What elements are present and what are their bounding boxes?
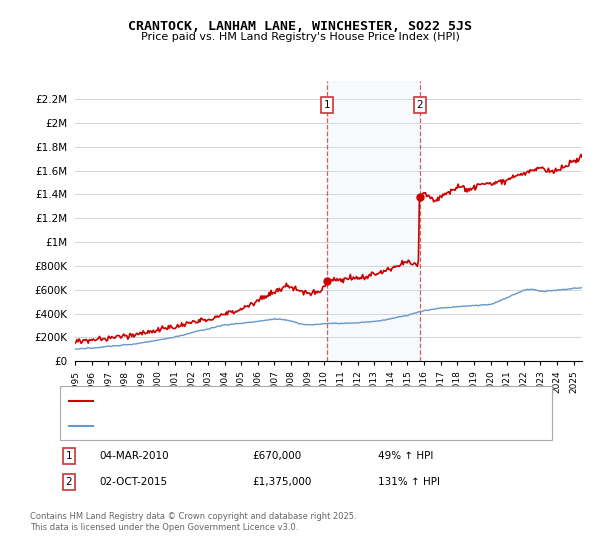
Text: 02-OCT-2015: 02-OCT-2015 [99, 477, 167, 487]
Text: HPI: Average price, detached house, Winchester: HPI: Average price, detached house, Winc… [96, 421, 332, 431]
Text: 131% ↑ HPI: 131% ↑ HPI [378, 477, 440, 487]
Text: 1: 1 [65, 451, 73, 461]
Text: £1,375,000: £1,375,000 [252, 477, 311, 487]
Text: 49% ↑ HPI: 49% ↑ HPI [378, 451, 433, 461]
Text: Price paid vs. HM Land Registry's House Price Index (HPI): Price paid vs. HM Land Registry's House … [140, 32, 460, 43]
Text: 04-MAR-2010: 04-MAR-2010 [99, 451, 169, 461]
Text: 2: 2 [65, 477, 73, 487]
Text: Contains HM Land Registry data © Crown copyright and database right 2025.
This d: Contains HM Land Registry data © Crown c… [30, 512, 356, 532]
Text: 2: 2 [416, 100, 423, 110]
Bar [327, 81, 420, 361]
Text: CRANTOCK, LANHAM LANE, WINCHESTER, SO22 5JS (detached house): CRANTOCK, LANHAM LANE, WINCHESTER, SO22 … [96, 396, 439, 407]
Text: CRANTOCK, LANHAM LANE, WINCHESTER, SO22 5JS: CRANTOCK, LANHAM LANE, WINCHESTER, SO22 … [128, 20, 472, 32]
Text: £670,000: £670,000 [252, 451, 301, 461]
Text: 1: 1 [324, 100, 331, 110]
